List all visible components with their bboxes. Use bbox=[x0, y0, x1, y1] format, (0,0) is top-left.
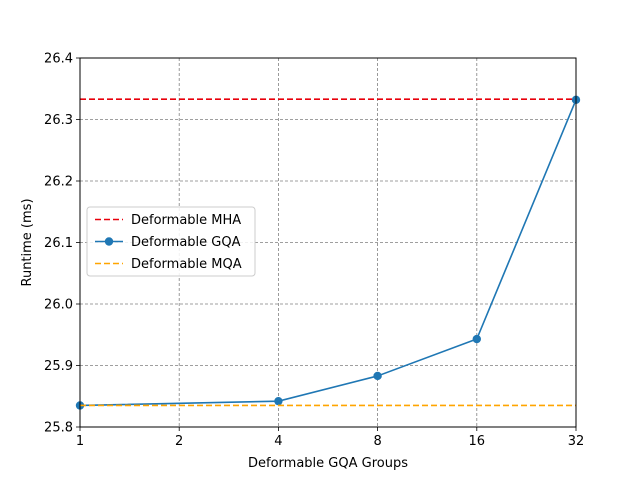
y-tick-label: 25.8 bbox=[44, 421, 73, 436]
y-axis-ticks: 25.8 25.9 26.0 26.1 26.2 26.3 26.4 bbox=[44, 52, 80, 436]
x-tick-label: 2 bbox=[175, 434, 183, 449]
data-point-marker bbox=[373, 371, 382, 381]
x-tick-label: 32 bbox=[568, 434, 585, 449]
x-tick-label: 4 bbox=[274, 434, 282, 449]
data-point-marker bbox=[274, 396, 283, 406]
legend-marker bbox=[104, 237, 114, 246]
y-axis-label: Runtime (ms) bbox=[20, 198, 35, 286]
legend-entry-label: Deformable GQA bbox=[131, 235, 241, 250]
y-tick-label: 26.4 bbox=[44, 52, 73, 67]
y-tick-label: 26.2 bbox=[44, 175, 73, 190]
y-tick-label: 26.1 bbox=[44, 236, 73, 251]
legend-entry-label: Deformable MQA bbox=[131, 257, 242, 272]
x-axis-ticks: 1 2 4 8 16 32 bbox=[76, 427, 584, 449]
x-tick-label: 1 bbox=[76, 434, 84, 449]
y-tick-label: 25.9 bbox=[44, 359, 73, 374]
legend-entry-label: Deformable MHA bbox=[131, 213, 241, 228]
y-tick-label: 26.0 bbox=[44, 298, 73, 313]
x-axis-label: Deformable GQA Groups bbox=[248, 456, 408, 471]
legend: Deformable MHA Deformable GQA Deformable M… bbox=[86, 206, 256, 277]
x-tick-label: 16 bbox=[469, 434, 486, 449]
y-tick-label: 26.3 bbox=[44, 113, 73, 128]
x-tick-label: 8 bbox=[373, 434, 381, 449]
data-point-marker bbox=[472, 334, 481, 344]
legend-box bbox=[86, 206, 256, 277]
